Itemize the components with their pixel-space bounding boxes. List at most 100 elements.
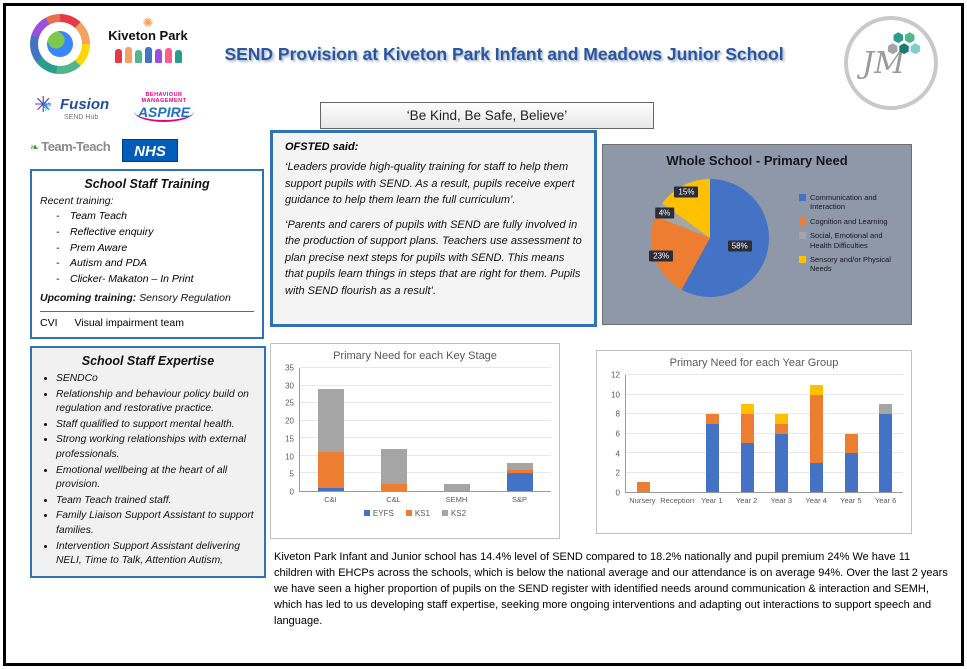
yeargroup-bar-chart: Primary Need for each Year Group 0 2 4 6 8 10…	[596, 350, 912, 534]
bar-segment-ks1	[381, 483, 408, 491]
x-axis-label: Reception	[660, 496, 695, 505]
page-title: SEND Provision at Kiveton Park Infant an…	[224, 44, 784, 64]
y-axis: 0 2 4 6 8 10 12	[605, 371, 625, 498]
family-figures-icon	[98, 47, 198, 63]
yeargroup-chart-title: Primary Need for each Year Group	[669, 357, 839, 369]
legend-label: KS2	[450, 509, 467, 518]
bar-slot	[488, 368, 551, 491]
leaf-icon: ❧	[30, 142, 40, 154]
gridline	[626, 432, 903, 434]
bar-segment-c&i	[809, 462, 823, 492]
bar-slot	[868, 375, 903, 492]
x-axis-label: Year 3	[770, 496, 793, 505]
x-axis-label: C&L	[386, 495, 401, 504]
bar-segment-c&l	[740, 414, 754, 444]
ofsted-title: OFSTED said:	[285, 141, 359, 153]
legend-item: EYFS	[363, 509, 394, 518]
gridline	[300, 419, 551, 421]
staff-training-panel: School Staff Training Recent training: T…	[30, 169, 264, 339]
legend-item: KS1	[405, 509, 430, 518]
sun-icon: ✺	[142, 15, 154, 30]
list-item: Reflective enquiry	[40, 225, 254, 241]
ofsted-quote-1: ‘Leaders provide high-quality training f…	[285, 161, 575, 206]
legend-swatch	[441, 510, 448, 516]
staff-training-title: School Staff Training	[84, 177, 210, 191]
y-axis-label: 8	[615, 409, 620, 419]
team-teach-logo: ❧ Team-Teach	[30, 138, 116, 156]
y-axis-label: 30	[285, 381, 294, 391]
globe-icon	[47, 31, 73, 57]
yeargroup-chart-plot: 0 2 4 6 8 10 12	[605, 371, 903, 498]
ofsted-panel: OFSTED said: ‘Leaders provide high-quali…	[270, 130, 597, 327]
keystage-x-labels: C&I C&L SEMH S&P	[299, 495, 551, 504]
gridline	[626, 374, 903, 375]
stacked-bar-nursery	[636, 375, 650, 492]
bar-segment-c&i	[706, 423, 720, 492]
bar-segment-c&l	[636, 482, 650, 492]
school-motto: ‘Be Kind, Be Safe, Believe’	[320, 102, 654, 129]
starburst-icon: ✳	[40, 98, 52, 114]
infant-school-logo-inner	[38, 22, 82, 66]
bar-slot	[834, 375, 869, 492]
bar-segment-semh	[879, 404, 893, 415]
legend-label: Cognition and Learning	[810, 216, 888, 226]
legend-item: Sensory and/or Physical Needs	[799, 255, 903, 274]
list-item: Intervention Support Assistant deliverin…	[56, 540, 256, 569]
list-item: Emotional wellbeing at the heart of all …	[56, 464, 256, 493]
bar-segment-ks2	[506, 462, 533, 470]
gridline	[626, 393, 903, 395]
stacked-bar-year2	[740, 375, 754, 492]
cvi-line: CVI Visual impairment team	[40, 310, 254, 329]
gridline	[300, 402, 551, 404]
aspire-logo-toptext: BEHAVIOUR MANAGEMENT	[141, 92, 187, 104]
keystage-chart-legend: EYFS KS1 KS2	[279, 509, 551, 518]
bar-slot	[765, 375, 800, 492]
y-axis: 0 5 10 15 20 25 30 35	[279, 364, 299, 497]
kiveton-park-logo: ✺ Kiveton Park	[98, 15, 198, 63]
y-axis-label: 6	[615, 429, 620, 439]
y-axis-label: 10	[611, 390, 620, 400]
ofsted-quote-2: ‘Parents and carers of pupils with SEND …	[285, 218, 582, 297]
bar-segment-s&p	[740, 404, 754, 414]
jm-initials: JM	[862, 46, 905, 81]
bar-slot	[300, 368, 363, 491]
fusion-logo-text: Fusion	[60, 96, 110, 113]
keystage-bar-chart: Primary Need for each Key Stage 0 5 10 15 20…	[270, 343, 560, 539]
y-axis-label: 10	[285, 452, 294, 462]
list-item: Clicker- Makaton – In Print	[40, 272, 254, 288]
bar-segment-c&i	[879, 414, 893, 492]
legend-label: EYFS	[372, 509, 394, 518]
y-axis-label: 35	[285, 363, 294, 373]
list-item: Staff qualified to support mental health…	[56, 418, 256, 433]
bars-row	[626, 375, 903, 492]
pie-slice-label: 58%	[727, 240, 752, 252]
bar-slot	[695, 375, 730, 492]
gridline	[626, 452, 903, 454]
bar-slot	[730, 375, 765, 492]
bar-slot	[426, 368, 489, 491]
upcoming-training-label: Upcoming training:	[40, 291, 137, 304]
hexagon-cluster-icon: ⬢⬢ ⬢⬢⬢	[886, 30, 922, 56]
x-axis-label: Year 1	[701, 496, 723, 505]
bar-segment-c&l	[809, 394, 823, 463]
fusion-send-hub-logo: ✳ ✳ Fusion SEND Hub	[34, 90, 118, 132]
legend-item: Communication and Interaction	[799, 193, 903, 212]
pie-slice-label: 15%	[674, 186, 699, 198]
legend-item: Cognition and Learning	[799, 217, 903, 226]
gridline	[300, 454, 551, 456]
recent-training-list: Team TeachReflective enquiryPrem AwareAu…	[40, 209, 254, 288]
pie-chart-plot: 58% 23% 4% 15%	[649, 179, 769, 297]
y-axis-label: 25	[285, 398, 294, 408]
x-axis-label: Year 5	[840, 496, 862, 505]
bar-segment-ks1	[506, 469, 533, 474]
y-axis-label: 0	[615, 488, 620, 498]
legend-item: Social, Emotional and Health Difficultie…	[799, 231, 903, 250]
pie-chart-legend: Communication and Interaction Cognition a…	[799, 193, 903, 279]
x-axis-label: Year 4	[805, 496, 827, 505]
y-axis-label: 15	[285, 434, 294, 444]
plot-area	[625, 374, 903, 493]
recent-training-label: Recent training:	[40, 195, 114, 207]
y-axis-label: 12	[611, 370, 620, 380]
bar-slot	[363, 368, 426, 491]
gridline	[626, 413, 903, 415]
